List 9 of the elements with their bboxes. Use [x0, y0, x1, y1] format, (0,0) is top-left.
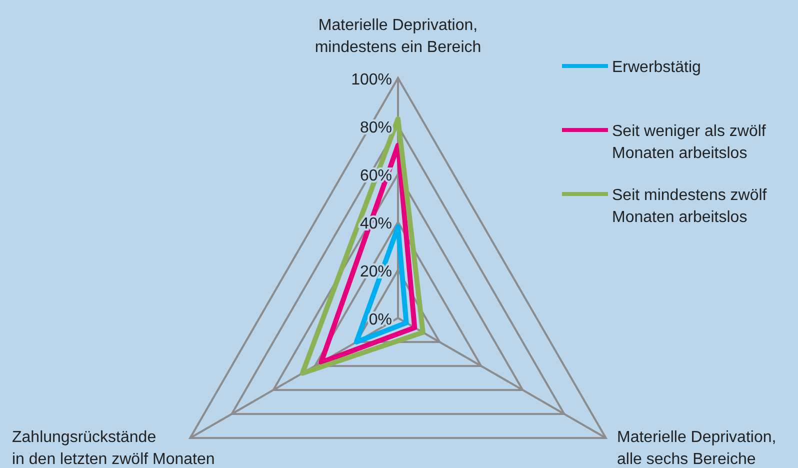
y-tick-label: 100%: [351, 72, 392, 88]
spoke-label: Zahlungsrückstände in den letzten zwölf Monaten: [12, 429, 215, 468]
legend-label: Seit mindestens zwölf Monaten arbeitslos: [612, 187, 768, 226]
spoke-label: Materielle Deprivation, mindestens ein Bereich: [314, 17, 482, 56]
y-tick-label: 80%: [360, 120, 392, 136]
legend-label: Erwerbstätig: [612, 59, 701, 76]
y-tick-label: 0%: [368, 312, 392, 328]
spoke-label: Materielle Deprivation, alle sechs Bereiche: [617, 429, 776, 468]
legend-label: Seit weniger als zwölf Monaten arbeitslos: [612, 123, 766, 162]
